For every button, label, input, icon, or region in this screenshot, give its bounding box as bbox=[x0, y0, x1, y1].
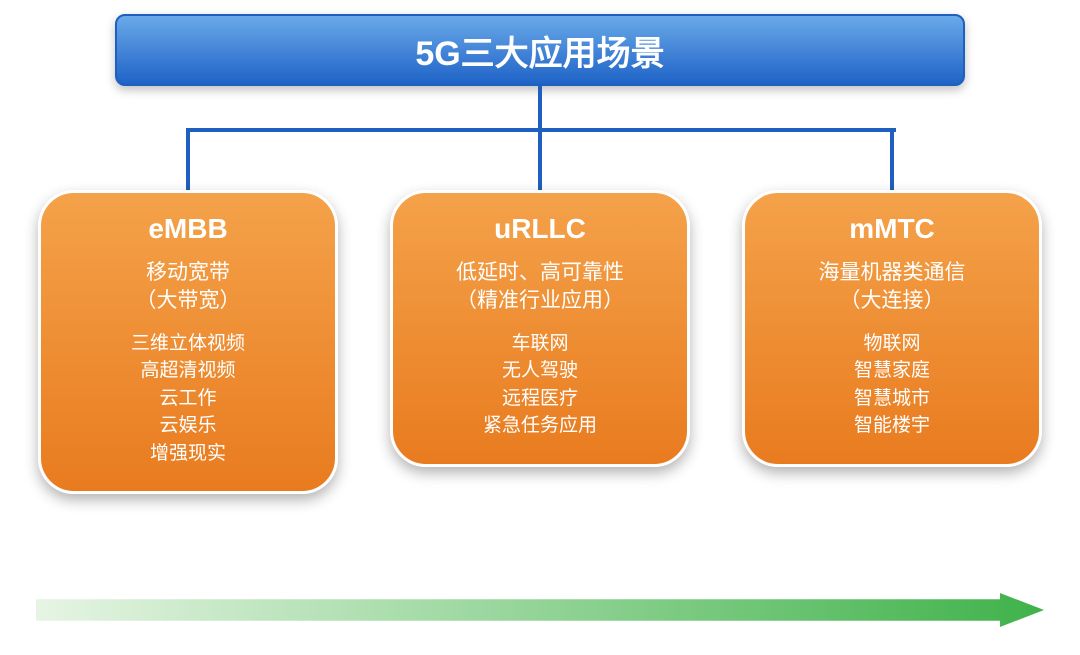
connector-drop-0 bbox=[186, 128, 190, 190]
diagram-stage: 5G三大应用场景 eMBB 移动宽带（大带宽） 三维立体视频高超清视频云工作云娱乐增… bbox=[0, 0, 1080, 655]
card-subtitle: 海量机器类通信（大连接） bbox=[761, 259, 1023, 316]
card-subtitle-line: （大连接） bbox=[761, 287, 1023, 315]
scenario-card-mmtc: mMTC 海量机器类通信（大连接） 物联网智慧家庭智慧城市智能楼宇 bbox=[742, 190, 1042, 467]
title-box: 5G三大应用场景 bbox=[115, 14, 965, 86]
card-title: eMBB bbox=[57, 213, 319, 245]
scenario-card-embb: eMBB 移动宽带（大带宽） 三维立体视频高超清视频云工作云娱乐增强现实 bbox=[38, 190, 338, 494]
connector-main-vertical bbox=[538, 86, 542, 130]
card-examples: 物联网智慧家庭智慧城市智能楼宇 bbox=[761, 330, 1023, 440]
card-example-item: 智慧家庭 bbox=[761, 357, 1023, 385]
connector-drop-2 bbox=[890, 128, 894, 190]
card-examples: 三维立体视频高超清视频云工作云娱乐增强现实 bbox=[57, 330, 319, 468]
card-subtitle-line: （精准行业应用） bbox=[409, 287, 671, 315]
card-example-item: 智慧城市 bbox=[761, 385, 1023, 413]
card-examples: 车联网无人驾驶远程医疗紧急任务应用 bbox=[409, 330, 671, 440]
card-example-item: 三维立体视频 bbox=[57, 330, 319, 358]
card-example-item: 紧急任务应用 bbox=[409, 412, 671, 440]
timeline-arrow bbox=[36, 593, 1044, 627]
connector-drop-1 bbox=[538, 128, 542, 190]
card-example-item: 物联网 bbox=[761, 330, 1023, 358]
card-subtitle-line: （大带宽） bbox=[57, 287, 319, 315]
card-example-item: 云工作 bbox=[57, 385, 319, 413]
card-subtitle-line: 海量机器类通信 bbox=[761, 259, 1023, 287]
card-example-item: 云娱乐 bbox=[57, 412, 319, 440]
card-title: uRLLC bbox=[409, 213, 671, 245]
scenario-card-urllc: uRLLC 低延时、高可靠性（精准行业应用） 车联网无人驾驶远程医疗紧急任务应用 bbox=[390, 190, 690, 467]
card-subtitle-line: 低延时、高可靠性 bbox=[409, 259, 671, 287]
card-subtitle: 移动宽带（大带宽） bbox=[57, 259, 319, 316]
card-example-item: 高超清视频 bbox=[57, 357, 319, 385]
card-example-item: 远程医疗 bbox=[409, 385, 671, 413]
card-example-item: 增强现实 bbox=[57, 440, 319, 468]
title-text: 5G三大应用场景 bbox=[415, 26, 664, 75]
card-title: mMTC bbox=[761, 213, 1023, 245]
card-subtitle: 低延时、高可靠性（精准行业应用） bbox=[409, 259, 671, 316]
card-example-item: 智能楼宇 bbox=[761, 412, 1023, 440]
card-subtitle-line: 移动宽带 bbox=[57, 259, 319, 287]
card-example-item: 无人驾驶 bbox=[409, 357, 671, 385]
arrow-icon bbox=[36, 593, 1044, 627]
card-example-item: 车联网 bbox=[409, 330, 671, 358]
